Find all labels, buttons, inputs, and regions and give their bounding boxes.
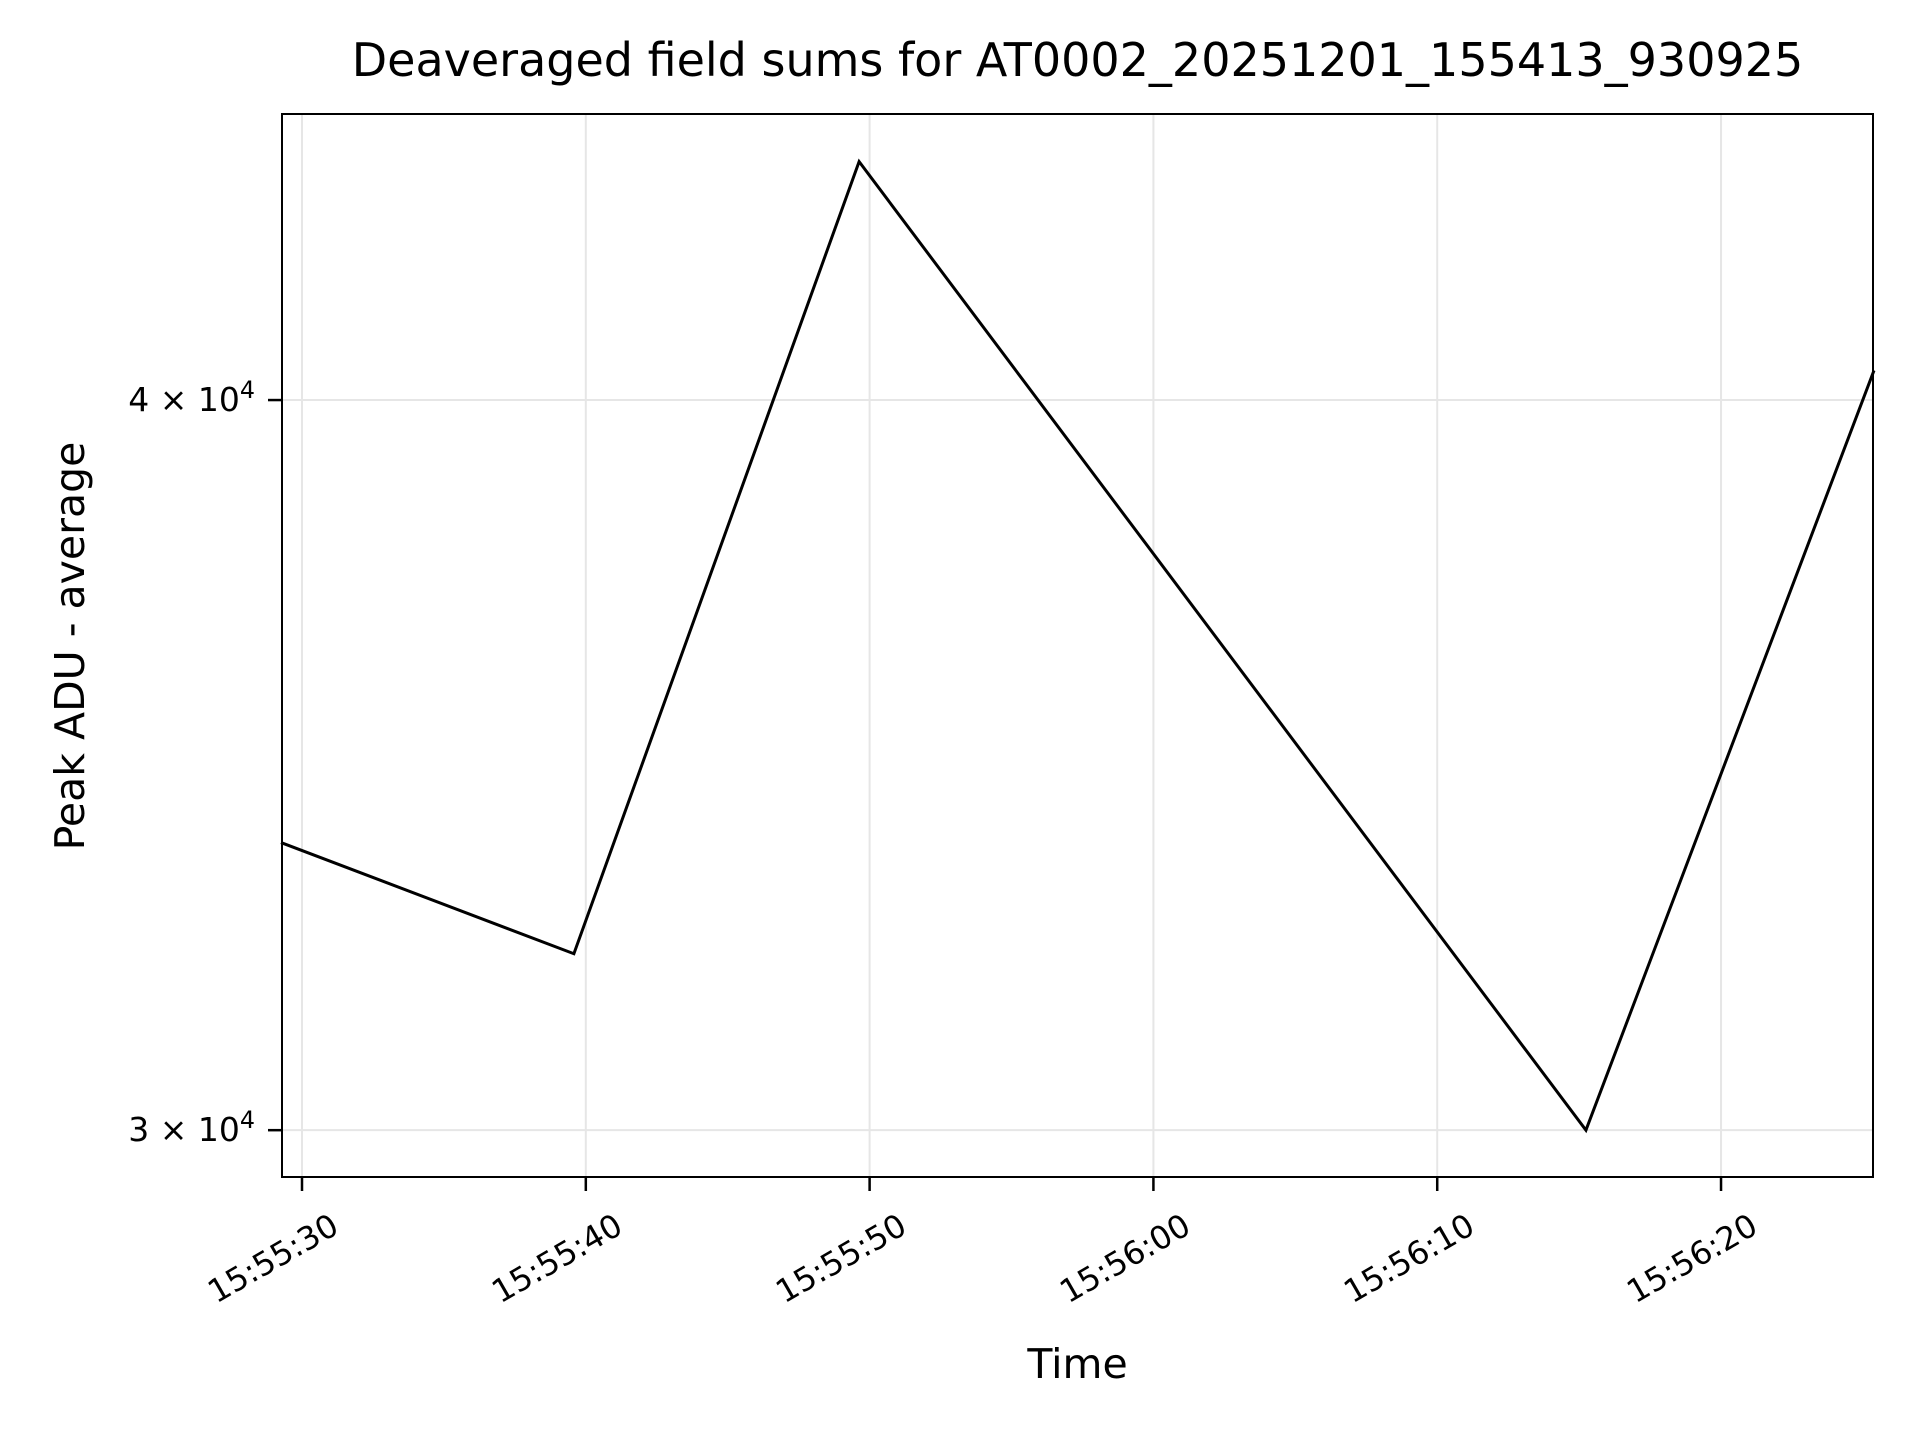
chart-title: Deaveraged field sums for AT0002_2025120… xyxy=(351,33,1804,87)
y-tick-label: 3 × 104 xyxy=(128,1106,255,1150)
tick-marks xyxy=(268,398,1723,1191)
plot-border xyxy=(281,113,1874,1178)
gridlines xyxy=(281,113,1874,1178)
y-tick-label: 4 × 104 xyxy=(128,375,255,420)
x-axis-label: Time xyxy=(1027,1340,1128,1388)
data-series xyxy=(280,158,1876,1134)
series-line xyxy=(280,158,1876,1134)
